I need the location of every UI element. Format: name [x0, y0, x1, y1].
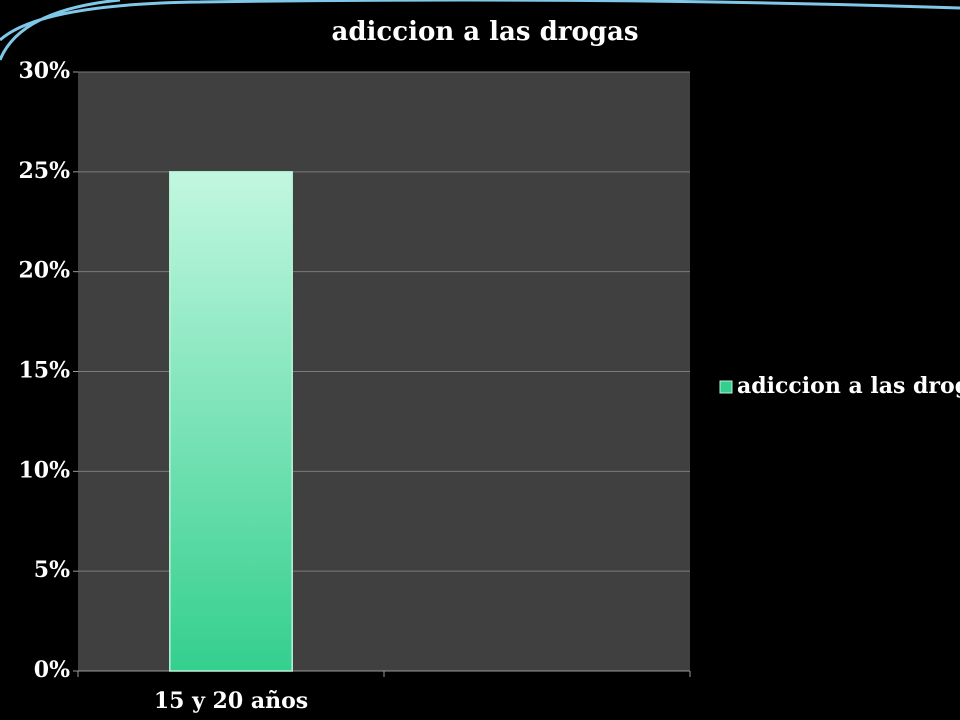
y-tick-label: 10% [18, 457, 70, 483]
y-tick-label: 30% [18, 58, 70, 84]
chart-title: adiccion a las drogas [332, 17, 639, 47]
bar [169, 171, 293, 672]
y-tick-label: 5% [34, 557, 70, 583]
x-tick-label: 15 y 20 años [154, 688, 308, 714]
y-tick-label: 25% [18, 158, 70, 184]
decoration [0, 0, 960, 61]
y-tick-label: 20% [18, 258, 70, 284]
y-tick-label: 0% [34, 657, 70, 683]
legend-label: adiccion a las drogas [737, 373, 960, 399]
y-tick-label: 15% [18, 358, 70, 384]
legend-swatch [719, 380, 733, 394]
